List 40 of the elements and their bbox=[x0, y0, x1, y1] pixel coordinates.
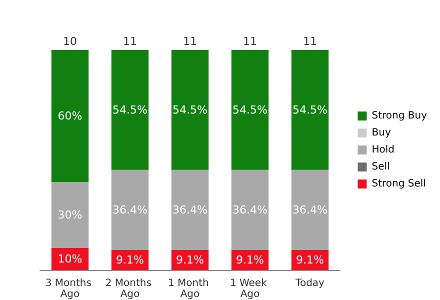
bar bbox=[51, 50, 89, 182]
bar bbox=[171, 50, 209, 170]
x-tick-label: 2 Months Ago bbox=[105, 278, 155, 300]
data-label: 54.5% bbox=[232, 103, 268, 116]
legend-label: Strong Sell bbox=[372, 178, 426, 190]
bar bbox=[51, 182, 89, 248]
annotation: 11 bbox=[303, 35, 317, 48]
bar bbox=[111, 170, 149, 250]
data-label: 54.5% bbox=[172, 103, 208, 116]
data-label: 36.4% bbox=[232, 203, 268, 216]
x-tick-label: 3 Months Ago bbox=[45, 278, 95, 300]
data-label: 54.5% bbox=[112, 103, 148, 116]
annotation: 10 bbox=[63, 35, 77, 48]
legend-label: Hold bbox=[372, 144, 395, 156]
bar bbox=[111, 50, 149, 170]
bar bbox=[171, 170, 209, 250]
x-tick-label: Today bbox=[294, 278, 325, 289]
annotation: 11 bbox=[183, 35, 197, 48]
bar bbox=[231, 170, 269, 250]
data-label: 36.4% bbox=[172, 203, 208, 216]
legend-label: Buy bbox=[372, 128, 391, 138]
data-label: 10% bbox=[58, 252, 82, 266]
data-label: 54.5% bbox=[292, 103, 328, 116]
data-label: 9.1% bbox=[236, 253, 264, 266]
x-tick-label: 1 Month Ago bbox=[168, 278, 212, 300]
legend-label: Strong Buy bbox=[372, 110, 428, 122]
annotation: 11 bbox=[123, 35, 137, 48]
bar bbox=[231, 50, 269, 170]
data-label: 9.1% bbox=[176, 253, 204, 266]
x-tick-label: 1 Week Ago bbox=[230, 278, 270, 300]
data-label: 60% bbox=[58, 110, 82, 122]
bar bbox=[291, 170, 329, 250]
data-label: 30% bbox=[58, 208, 82, 222]
data-label: 9.1% bbox=[116, 253, 144, 266]
legend-label: Sell bbox=[372, 162, 390, 172]
data-label: 36.4% bbox=[112, 203, 148, 216]
data-label: 36.4% bbox=[292, 203, 328, 216]
annotation: 11 bbox=[243, 35, 257, 48]
data-label: 9.1% bbox=[296, 253, 324, 266]
bar bbox=[291, 50, 329, 170]
